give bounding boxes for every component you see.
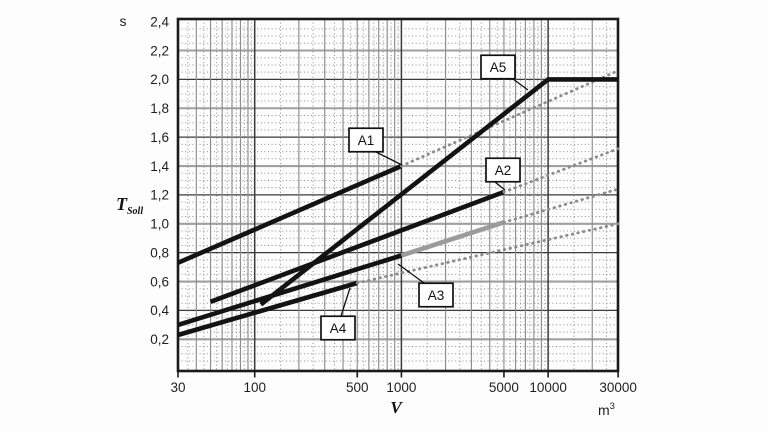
series-A5: [259, 77, 619, 307]
x-tick-label-1000: 1000: [386, 380, 416, 395]
x-tick-label-30000: 30000: [599, 380, 637, 395]
y-tick-label-1,6: 1,6: [150, 130, 169, 145]
callout-box-A4: [320, 315, 356, 341]
y-axis-title: TSoll: [116, 194, 143, 217]
y-tick-label-0,2: 0,2: [150, 332, 169, 347]
series-A3-extension: [502, 187, 620, 224]
series-A3: [177, 253, 403, 328]
x-axis-title: V: [390, 398, 403, 417]
callout-leader-A5: [512, 78, 529, 91]
axis-tick-labels: 2,4 2,2 2,0 1,8 1,6 1,4 1,2 1,0 0,8 0,6 0,4 0,2 30 10…: [150, 14, 637, 395]
series-A4-extension: [355, 222, 620, 285]
y-tick-label-2,4: 2,4: [150, 14, 169, 29]
callout-label-A5: A5: [490, 60, 507, 75]
axis-ticks: [177, 371, 619, 378]
callout-box-A3: [418, 282, 454, 308]
callout-leader-A2: [494, 181, 506, 191]
series-A2: [209, 189, 505, 304]
x-tick-label-30: 30: [170, 380, 185, 395]
plot-frame: [176, 17, 620, 373]
x-tick-label-100: 100: [243, 380, 266, 395]
x-tick-label-10000: 10000: [529, 380, 567, 395]
x-unit-label: m3: [598, 401, 615, 418]
series-A4: [177, 280, 358, 338]
callout-box-A1: [348, 127, 384, 153]
x-tick-label-500: 500: [346, 380, 369, 395]
series-A3-gray-part: [400, 220, 505, 258]
series-callouts: A1 A2 A3 A4 A5: [320, 54, 529, 341]
data-series: [177, 69, 620, 338]
x-tick-label-5000: 5000: [489, 380, 519, 395]
callout-leader-A1: [375, 151, 403, 166]
y-tick-label-1,8: 1,8: [150, 101, 169, 116]
callout-label-A4: A4: [330, 321, 347, 336]
y-unit-label: s: [120, 13, 127, 29]
y-tick-label-1,0: 1,0: [150, 217, 169, 232]
y-tick-label-0,4: 0,4: [150, 303, 169, 318]
callout-label-A2: A2: [495, 163, 512, 178]
callout-leader-A3: [397, 263, 425, 284]
y-tick-label-0,8: 0,8: [150, 245, 169, 260]
y-tick-label-2,2: 2,2: [150, 43, 169, 58]
series-A1-extension: [399, 69, 620, 168]
callout-box-A2: [485, 157, 521, 183]
y-tick-label-1,2: 1,2: [150, 188, 169, 203]
y-tick-label-2,0: 2,0: [150, 72, 169, 87]
callout-label-A3: A3: [428, 288, 445, 303]
callout-label-A1: A1: [358, 133, 375, 148]
callout-box-A5: [480, 54, 516, 80]
y-tick-label-0,6: 0,6: [150, 274, 169, 289]
series-A1: [177, 163, 403, 265]
y-tick-label-1,4: 1,4: [150, 159, 169, 174]
callout-leader-A4: [340, 287, 351, 317]
